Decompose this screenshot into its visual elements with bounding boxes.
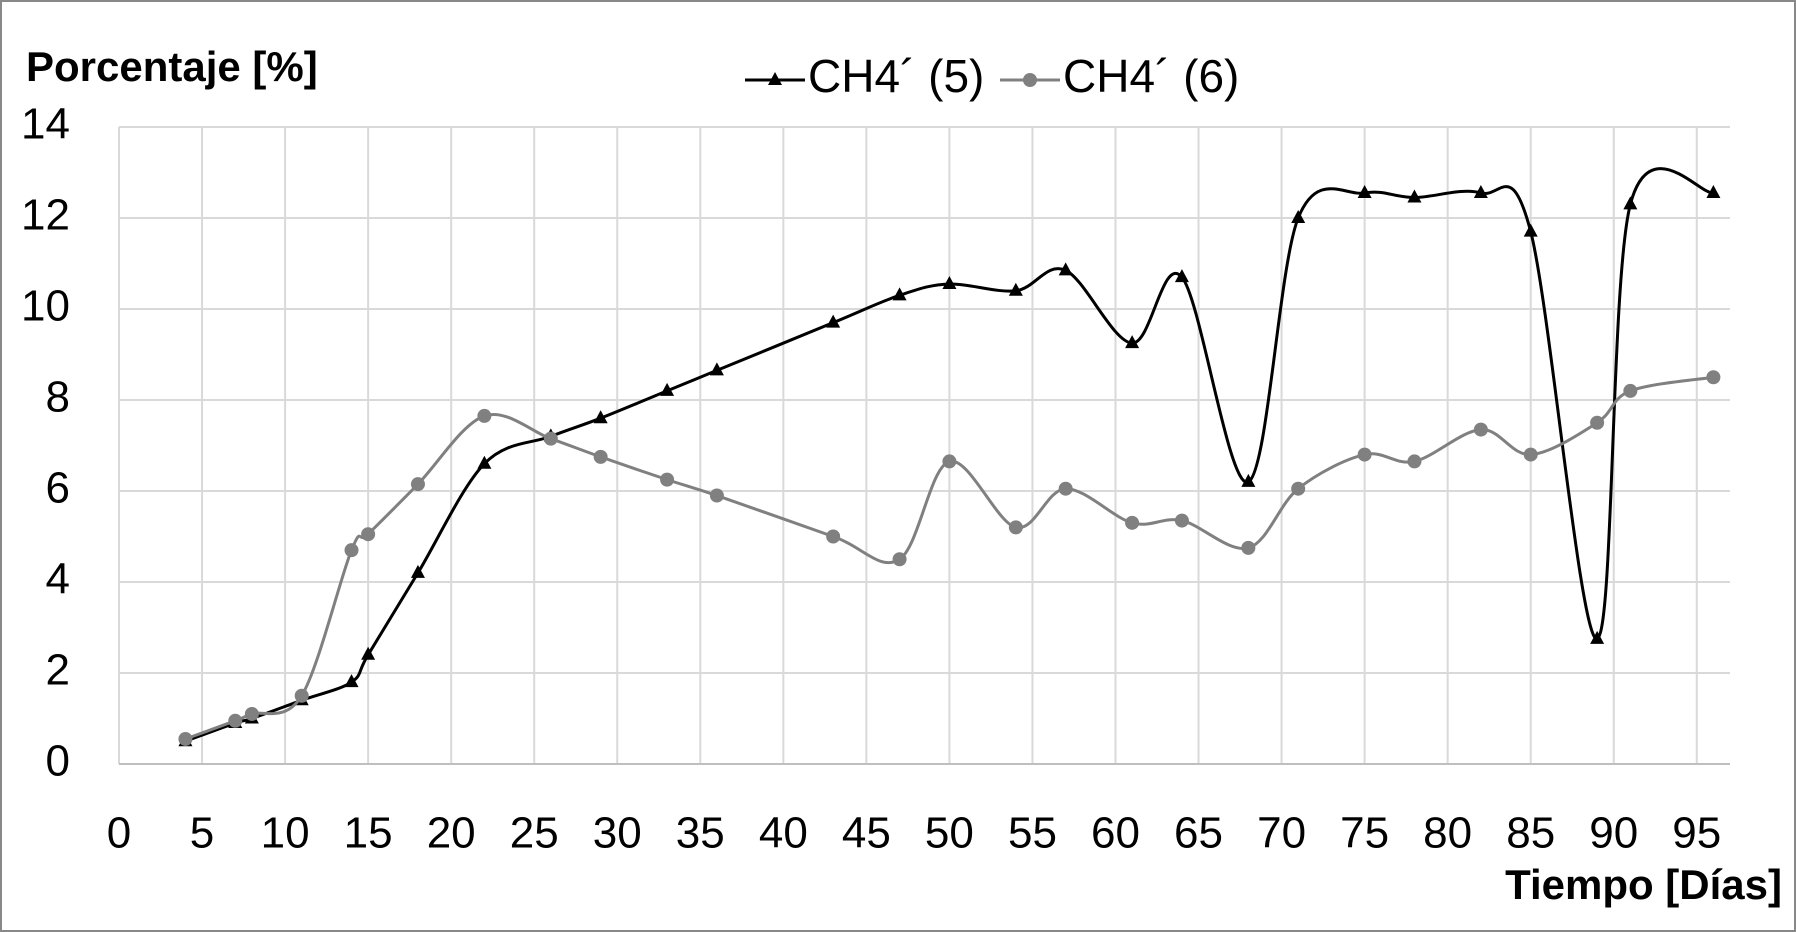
data-point	[1058, 262, 1073, 276]
x-tick-label: 0	[107, 809, 131, 858]
data-point	[1125, 515, 1140, 530]
x-tick-label: 50	[925, 809, 974, 858]
data-point	[942, 454, 957, 469]
y-tick-label: 4	[46, 555, 70, 604]
data-point	[1241, 540, 1256, 555]
data-point	[660, 472, 675, 487]
data-point	[1407, 454, 1422, 469]
data-point	[1058, 481, 1073, 496]
data-point	[892, 552, 907, 567]
legend-marker	[1023, 73, 1037, 87]
data-point	[178, 731, 193, 746]
x-tick-label: 25	[510, 809, 559, 858]
data-point	[1357, 184, 1372, 198]
x-tick-label: 85	[1506, 809, 1555, 858]
data-point	[892, 287, 907, 301]
data-point	[1623, 196, 1638, 210]
data-point	[709, 362, 724, 376]
x-tick-label: 45	[842, 809, 891, 858]
x-tick-label: 5	[190, 809, 214, 858]
x-tick-label: 10	[261, 809, 310, 858]
x-tick-label: 20	[427, 809, 476, 858]
data-point	[1473, 184, 1488, 198]
x-tick-label: 60	[1091, 809, 1140, 858]
x-tick-label: 65	[1174, 809, 1223, 858]
data-point	[1590, 415, 1605, 430]
data-point	[1174, 513, 1189, 528]
data-point	[826, 314, 841, 328]
data-point	[361, 527, 376, 542]
x-tick-label: 15	[344, 809, 393, 858]
data-point	[593, 449, 608, 464]
data-point	[1407, 189, 1422, 203]
data-point	[1291, 481, 1306, 496]
x-tick-label: 30	[593, 809, 642, 858]
y-tick-label: 0	[46, 737, 70, 786]
data-point	[344, 674, 359, 688]
x-tick-label: 95	[1672, 809, 1721, 858]
data-point	[1008, 520, 1023, 535]
x-tick-label: 55	[1008, 809, 1057, 858]
data-point	[477, 408, 492, 423]
x-tick-label: 80	[1423, 809, 1472, 858]
data-point	[1241, 473, 1256, 487]
data-point	[826, 529, 841, 544]
y-tick-label: 2	[46, 646, 70, 695]
x-tick-label: 70	[1257, 809, 1306, 858]
data-point	[1623, 383, 1638, 398]
data-point	[1706, 184, 1721, 198]
data-point	[942, 275, 957, 289]
legend-label: CH4´ (6)	[1063, 50, 1239, 102]
x-tick-label: 90	[1589, 809, 1638, 858]
data-point	[1523, 223, 1538, 237]
y-tick-label: 14	[21, 100, 70, 149]
data-point	[1706, 370, 1721, 385]
data-point	[361, 646, 376, 660]
data-point	[1125, 335, 1140, 349]
x-tick-label: 35	[676, 809, 725, 858]
legend-label: CH4´ (5)	[808, 50, 984, 102]
data-point	[593, 410, 608, 424]
x-tick-label: 40	[759, 809, 808, 858]
y-tick-label: 8	[46, 373, 70, 422]
data-point	[1174, 269, 1189, 283]
y-tick-label: 12	[21, 191, 70, 240]
data-point	[228, 713, 243, 728]
data-point	[410, 564, 425, 578]
data-point	[709, 488, 724, 503]
data-point	[344, 543, 359, 558]
legend-marker	[768, 72, 782, 85]
data-point	[543, 431, 558, 446]
data-point	[244, 706, 259, 721]
data-point	[1291, 210, 1306, 223]
data-point	[1523, 447, 1538, 462]
data-point	[1473, 422, 1488, 437]
x-axis-label: Tiempo [Días]	[1505, 861, 1782, 908]
x-tick-label: 75	[1340, 809, 1389, 858]
data-point	[660, 382, 675, 396]
y-tick-label: 6	[46, 464, 70, 513]
y-tick-label: 10	[21, 282, 70, 331]
data-point	[477, 455, 492, 469]
data-point	[1008, 282, 1023, 296]
y-axis-label: Porcentaje [%]	[26, 43, 318, 90]
data-point	[410, 477, 425, 492]
data-point	[1357, 447, 1372, 462]
series-line	[184, 375, 1714, 741]
data-point	[294, 688, 309, 703]
data-point	[1590, 630, 1605, 644]
